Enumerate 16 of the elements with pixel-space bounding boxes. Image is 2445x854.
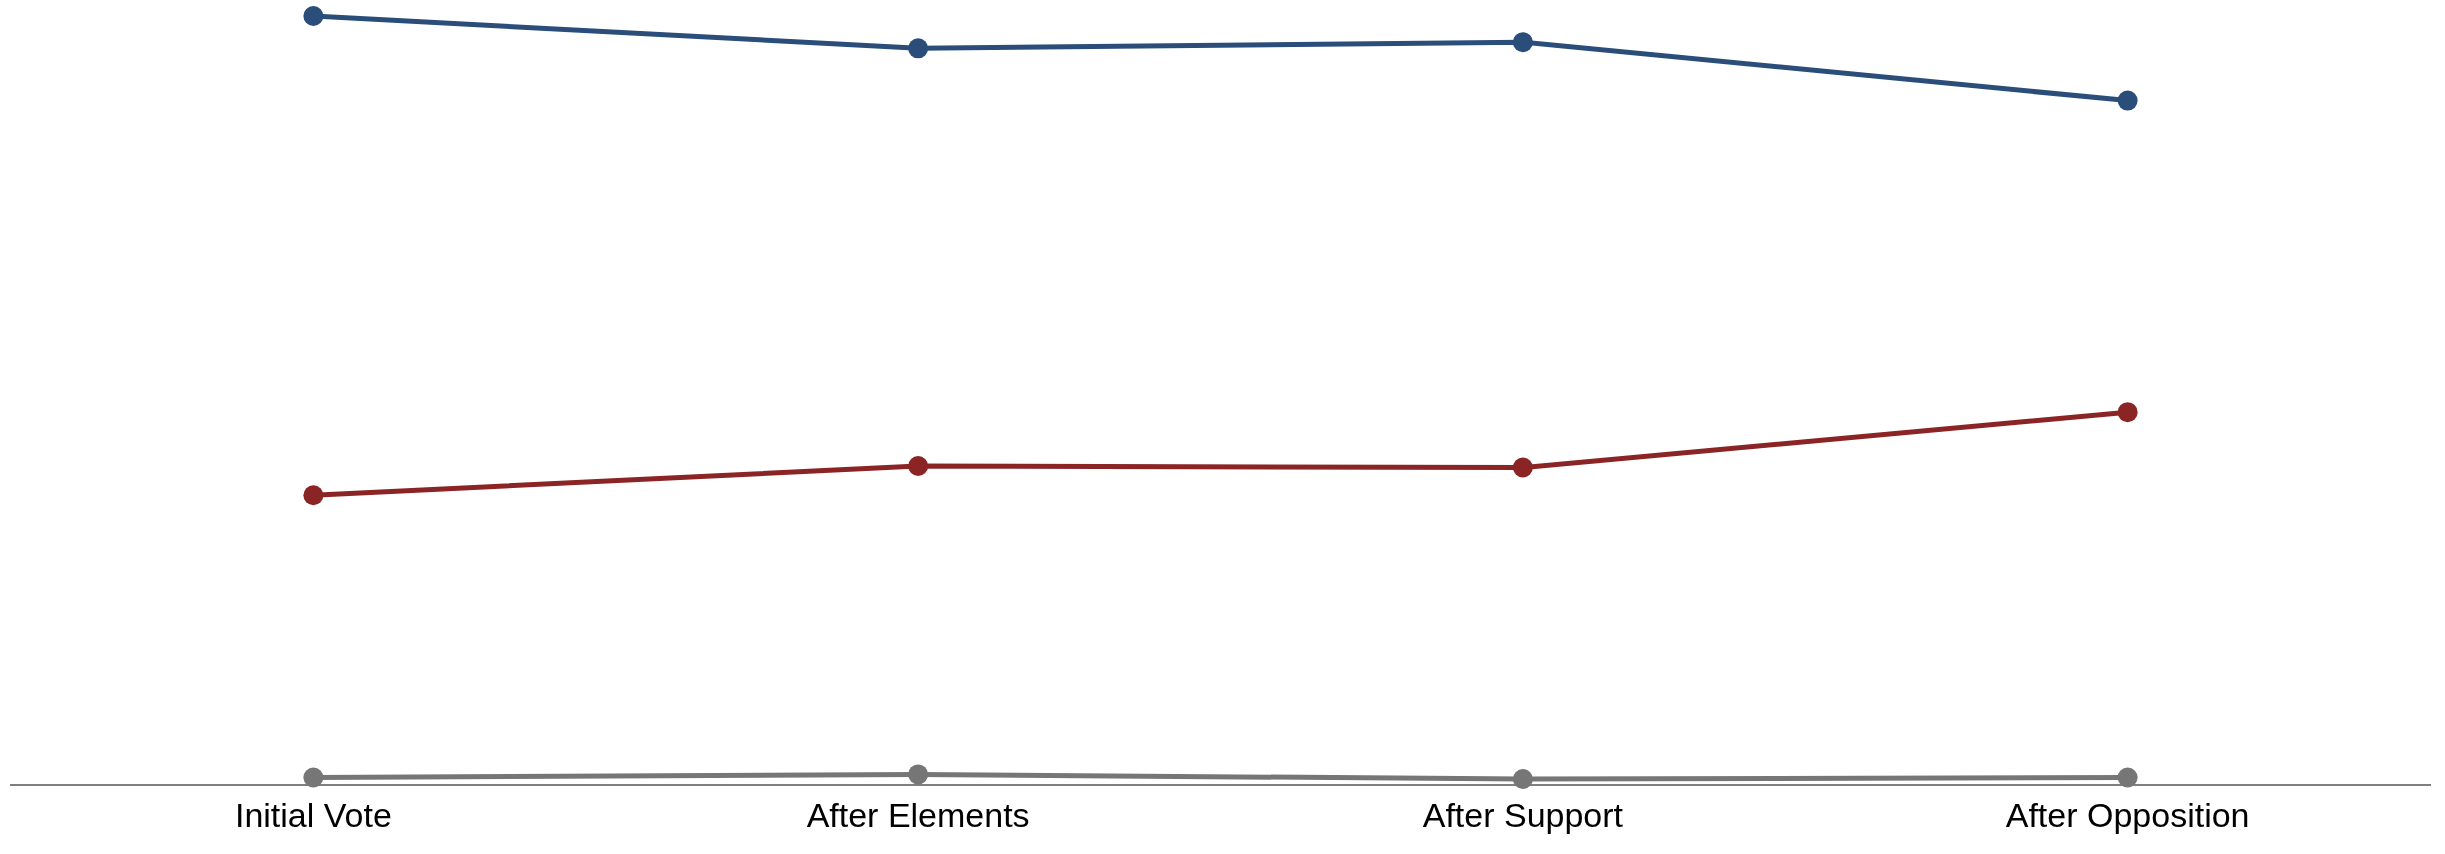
point xyxy=(1512,32,1533,53)
point xyxy=(303,767,324,788)
point xyxy=(908,38,929,59)
x-tick-label: Initial Vote xyxy=(234,795,392,834)
point xyxy=(1512,769,1533,790)
point xyxy=(2117,90,2138,111)
point xyxy=(2117,402,2138,423)
x-tick-label: After Opposition xyxy=(2005,795,2250,834)
point xyxy=(1512,457,1533,478)
point xyxy=(908,764,929,785)
point xyxy=(908,455,929,476)
x-tick-label: After Support xyxy=(1422,795,1624,834)
point xyxy=(2117,767,2138,788)
point xyxy=(303,6,324,26)
point xyxy=(303,485,324,506)
x-tick-label: After Elements xyxy=(806,795,1030,834)
